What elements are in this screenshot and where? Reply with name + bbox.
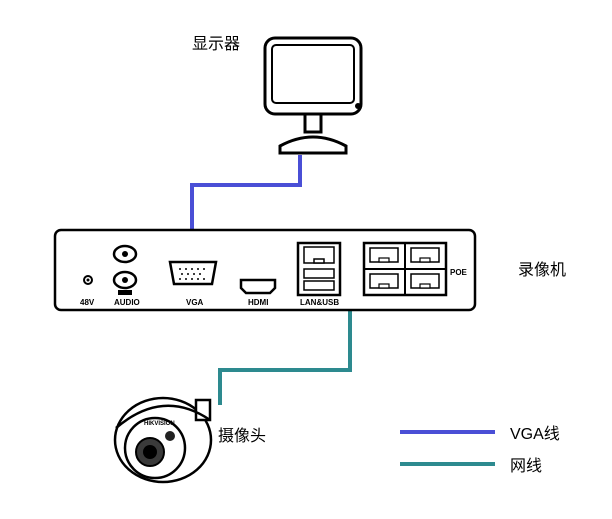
legend-line-vga	[400, 430, 495, 434]
nvr-label: 录像机	[518, 256, 566, 280]
nvr-icon	[48, 222, 488, 322]
port-label-audio: AUDIO	[114, 298, 140, 307]
port-label-power: 48V	[80, 298, 94, 307]
port-label-poe: POE	[450, 268, 467, 277]
monitor-icon	[250, 28, 390, 178]
port-label-vga: VGA	[186, 298, 203, 307]
legend-label-ethernet: 网线	[510, 452, 542, 476]
monitor-label: 显示器	[192, 30, 240, 54]
port-label-lanusb: LAN&USB	[300, 298, 339, 307]
camera-label: 摄像头	[218, 422, 266, 446]
legend-label-vga: VGA线	[510, 420, 560, 444]
legend-line-ethernet	[400, 462, 495, 466]
camera-icon: HIKVISION	[108, 390, 228, 500]
svg-text:HIKVISION: HIKVISION	[144, 421, 175, 427]
port-label-hdmi: HDMI	[248, 298, 268, 307]
